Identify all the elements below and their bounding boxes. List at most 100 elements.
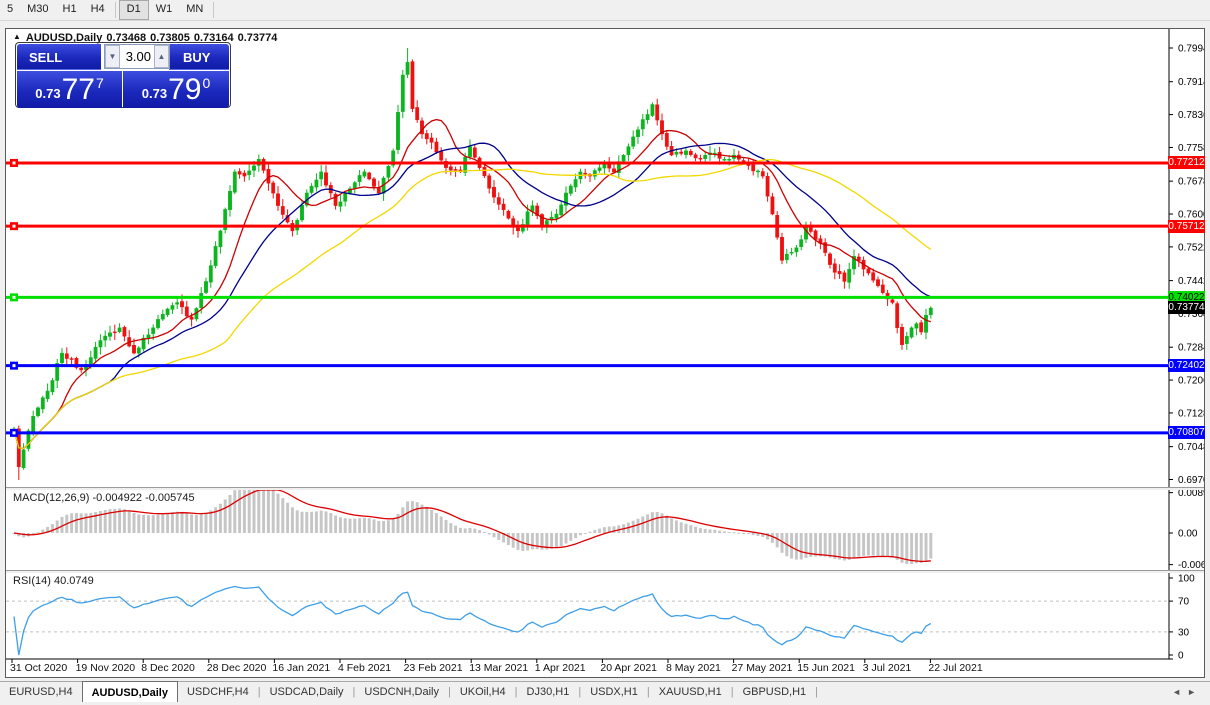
macd-histogram-bar bbox=[89, 513, 93, 533]
macd-histogram-bar bbox=[386, 520, 390, 533]
macd-histogram-bar bbox=[814, 533, 818, 557]
candle-body bbox=[122, 327, 127, 337]
macd-histogram-bar bbox=[775, 533, 779, 548]
macd-histogram-bar bbox=[338, 517, 342, 533]
timeframe-button-d1[interactable]: D1 bbox=[118, 0, 149, 20]
macd-histogram-bar bbox=[94, 512, 98, 533]
candle-body bbox=[69, 358, 74, 360]
chart-tab-usdx[interactable]: USDX,H1 bbox=[590, 686, 638, 698]
macd-histogram-bar bbox=[74, 513, 78, 533]
macd-histogram-bar bbox=[722, 531, 726, 533]
tab-separator: | bbox=[730, 686, 734, 698]
chart-tab-xauusd[interactable]: XAUUSD,H1 bbox=[658, 686, 722, 698]
chart-tab-audusd[interactable]: AUDUSD,Daily bbox=[81, 681, 178, 702]
price-axis-label: 0.72060 bbox=[1178, 376, 1204, 387]
chart-tab-ukoil[interactable]: UKOil,H4 bbox=[459, 686, 506, 698]
timeframe-button-h1[interactable]: H1 bbox=[62, 3, 77, 15]
sell-price-button[interactable]: 0.73 77 7 bbox=[17, 71, 122, 108]
candle-body bbox=[904, 336, 909, 344]
macd-histogram-bar bbox=[526, 533, 530, 551]
macd-histogram-bar bbox=[554, 533, 558, 548]
chart-tab-usdcad[interactable]: USDCAD,Daily bbox=[269, 686, 344, 698]
lot-size-value[interactable]: 3.00 bbox=[125, 49, 151, 64]
tab-separator: | bbox=[578, 686, 582, 698]
chart-tab-gbpusd[interactable]: GBPUSD,H1 bbox=[742, 686, 807, 698]
candle-body bbox=[434, 141, 439, 153]
macd-histogram-bar bbox=[655, 512, 659, 533]
macd-histogram-bar bbox=[22, 533, 26, 538]
macd-histogram-bar bbox=[612, 526, 616, 533]
macd-histogram-bar bbox=[156, 514, 160, 533]
candle-body bbox=[784, 253, 789, 261]
timeframe-button-mn[interactable]: MN bbox=[186, 3, 204, 15]
timeframe-button-5[interactable]: 5 bbox=[7, 3, 14, 15]
tab-scroll-arrows[interactable]: ◄► bbox=[1172, 687, 1202, 697]
price-axis-label: 0.75220 bbox=[1178, 242, 1204, 253]
macd-axis-label: 0.00 bbox=[1178, 529, 1198, 540]
buy-price-button[interactable]: 0.73 79 0 bbox=[123, 71, 229, 108]
date-axis-label: 22 Jul 2021 bbox=[928, 662, 983, 674]
lot-increase-button[interactable]: ▲ bbox=[154, 45, 169, 68]
candle-body bbox=[924, 314, 928, 333]
candle-body bbox=[928, 307, 933, 316]
chart-tab-dj30[interactable]: DJ30,H1 bbox=[526, 686, 570, 698]
macd-histogram-bar bbox=[449, 523, 453, 533]
candle-body bbox=[232, 171, 237, 193]
ohlc-low: 0.73164 bbox=[193, 32, 234, 44]
macd-histogram-bar bbox=[329, 512, 333, 533]
timeframe-button-m30[interactable]: M30 bbox=[27, 3, 49, 15]
macd-histogram-bar bbox=[362, 517, 366, 533]
macd-histogram-bar bbox=[574, 533, 578, 539]
macd-histogram-bar bbox=[742, 533, 746, 534]
pane-splitter[interactable] bbox=[6, 487, 1204, 488]
candle-body bbox=[880, 284, 885, 293]
level-price-badge: 0.77212 bbox=[1168, 156, 1205, 170]
chart-tab-usdchf[interactable]: USDCHF,H4 bbox=[186, 686, 249, 698]
candle-body bbox=[919, 322, 924, 333]
buy-button[interactable]: BUY bbox=[169, 44, 229, 70]
level-price-badge: 0.70807 bbox=[1168, 426, 1205, 440]
price-axis-label: 0.78360 bbox=[1178, 110, 1204, 121]
candle-body bbox=[621, 155, 626, 162]
rsi-line bbox=[13, 585, 932, 656]
chart-tab-usdcnh[interactable]: USDCNH,Daily bbox=[364, 686, 439, 698]
timeframe-button-h4[interactable]: H4 bbox=[90, 3, 105, 15]
candle-body bbox=[895, 303, 900, 329]
timeframe-toolbar: 5 M30 H1 H4 D1 W1 MN bbox=[0, 0, 1210, 21]
candle-body bbox=[506, 210, 511, 219]
pane-splitter[interactable] bbox=[6, 570, 1204, 571]
candle-body bbox=[525, 211, 530, 226]
candle-body bbox=[520, 224, 525, 232]
macd-histogram-bar bbox=[190, 514, 194, 533]
level-price-badge: 0.75712 bbox=[1168, 219, 1205, 233]
macd-histogram-bar bbox=[434, 513, 438, 533]
candle-body bbox=[362, 171, 367, 177]
candle-body bbox=[108, 332, 112, 337]
macd-histogram-bar bbox=[876, 533, 880, 556]
level-anchor-hole bbox=[12, 295, 16, 299]
macd-histogram-bar bbox=[199, 514, 203, 533]
macd-histogram-bar bbox=[607, 526, 611, 533]
candle-body bbox=[559, 204, 564, 216]
macd-histogram-bar bbox=[204, 512, 208, 533]
macd-histogram-bar bbox=[406, 501, 410, 533]
macd-histogram-bar bbox=[751, 533, 755, 536]
candle-body bbox=[626, 146, 631, 155]
candle-body bbox=[794, 247, 799, 253]
macd-histogram-bar bbox=[823, 533, 827, 557]
lot-decrease-button[interactable]: ▼ bbox=[105, 45, 120, 68]
macd-histogram-bar bbox=[454, 525, 458, 533]
candle-body bbox=[564, 192, 568, 206]
macd-histogram-bar bbox=[218, 503, 222, 533]
macd-histogram-bar bbox=[262, 490, 266, 533]
candle-body bbox=[496, 197, 501, 205]
macd-histogram-bar bbox=[444, 519, 448, 533]
panel-collapse-icon[interactable]: ▲ bbox=[13, 32, 21, 41]
macd-histogram-bar bbox=[142, 514, 146, 533]
timeframe-button-w1[interactable]: W1 bbox=[155, 3, 173, 15]
sell-button[interactable]: SELL bbox=[17, 44, 101, 70]
macd-histogram-bar bbox=[242, 490, 246, 533]
chart-tab-eurusd[interactable]: EURUSD,H4 bbox=[9, 686, 73, 698]
macd-histogram-bar bbox=[430, 509, 434, 533]
candle-body bbox=[516, 227, 520, 232]
